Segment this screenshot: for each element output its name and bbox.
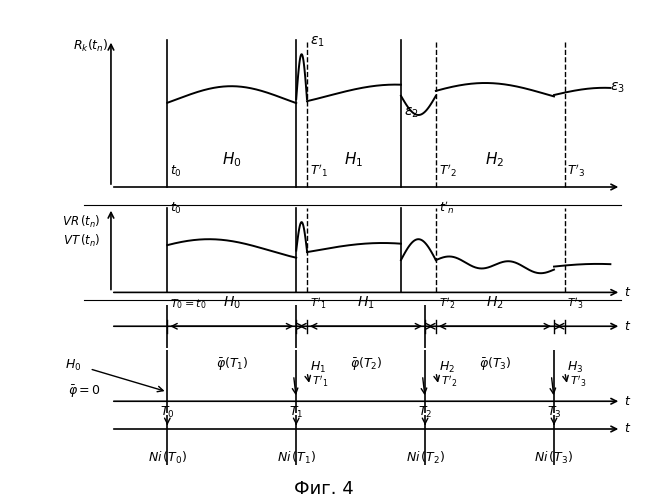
Text: $H_0$: $H_0$ [65,358,82,373]
Text: $t_0$: $t_0$ [170,202,182,216]
Text: $T'_1$: $T'_1$ [313,374,329,388]
Text: $T_2$: $T_2$ [418,405,432,420]
Text: $T_3$: $T_3$ [547,405,561,420]
Text: $Ni\,(T_0)$: $Ni\,(T_0)$ [148,450,187,466]
Text: $Ni\,(T_1)$: $Ni\,(T_1)$ [277,450,316,466]
Text: $H_1$: $H_1$ [357,295,375,312]
Text: $T'_3$: $T'_3$ [567,296,584,312]
Text: $R_k(t_n)$: $R_k(t_n)$ [73,38,109,54]
Text: $T'_2$: $T'_2$ [439,296,455,312]
Text: $\varepsilon_3$: $\varepsilon_3$ [610,80,625,95]
Text: $t_0$: $t_0$ [170,164,182,179]
Text: $t$: $t$ [624,395,631,408]
Text: $\bar{\varphi}(T_3)$: $\bar{\varphi}(T_3)$ [479,355,511,372]
Text: $\bar{\varphi}(T_1)$: $\bar{\varphi}(T_1)$ [215,355,248,372]
Text: $t'_n$: $t'_n$ [439,200,454,216]
Text: $\bar{\varphi}(T_2)$: $\bar{\varphi}(T_2)$ [350,355,382,372]
Text: $VR\,(t_n)$: $VR\,(t_n)$ [61,214,100,230]
Text: $t$: $t$ [624,320,631,333]
Text: $T_1$: $T_1$ [289,405,303,420]
Text: $T'_1$: $T'_1$ [310,296,326,312]
Text: $\bar{\varphi}=0$: $\bar{\varphi}=0$ [67,384,100,400]
Text: $H_2$: $H_2$ [439,360,455,375]
Text: $Ni\,(T_2)$: $Ni\,(T_2)$ [406,450,444,466]
Text: $H_3$: $H_3$ [567,360,584,375]
Text: $H_0$: $H_0$ [223,295,241,312]
Text: $T'_2$: $T'_2$ [441,374,457,388]
Text: $H_2$: $H_2$ [486,295,504,312]
Text: $T'_3$: $T'_3$ [567,162,586,179]
Text: $t$: $t$ [624,422,631,436]
Text: $T'_2$: $T'_2$ [439,162,457,179]
Text: $t$: $t$ [624,286,631,299]
Text: $\varepsilon_2$: $\varepsilon_2$ [404,106,419,120]
Text: Фиг. 4: Фиг. 4 [294,480,353,498]
Text: $Ni\,(T_3)$: $Ni\,(T_3)$ [534,450,573,466]
Text: $T_0$: $T_0$ [160,405,175,420]
Text: $VT\,(t_n)$: $VT\,(t_n)$ [63,233,100,249]
Text: $T'_3$: $T'_3$ [570,374,586,388]
Text: $\varepsilon_1$: $\varepsilon_1$ [310,35,324,50]
Text: $H_1$: $H_1$ [310,360,326,375]
Text: $H_1$: $H_1$ [344,150,364,169]
Text: $T_0=t_0$: $T_0=t_0$ [170,298,206,312]
Text: $T'_1$: $T'_1$ [310,162,328,179]
Text: $H_2$: $H_2$ [485,150,505,169]
Text: $H_0$: $H_0$ [222,150,241,169]
